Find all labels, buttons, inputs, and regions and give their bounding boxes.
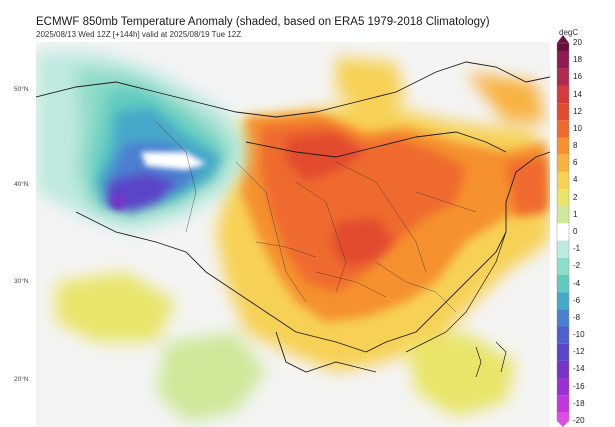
colorbar-swatch <box>557 68 569 86</box>
colorbar-swatch <box>557 103 569 121</box>
colorbar-tick-label: -6 <box>573 295 581 305</box>
hot-anomaly-shading <box>261 122 548 292</box>
colorbar-swatch <box>557 360 569 379</box>
colorbar-tick-label: -16 <box>573 381 585 391</box>
colorbar-tick-label: -14 <box>573 364 585 374</box>
colorbar-tick-label: -8 <box>573 312 581 322</box>
colorbar-tick-label: -12 <box>573 347 585 357</box>
colorbar-tick-label: 4 <box>573 175 578 185</box>
colorbar-tick-label: 10 <box>573 123 582 133</box>
coastline <box>405 231 507 378</box>
colorbar-swatch <box>557 85 569 104</box>
colorbar-swatch <box>557 43 569 52</box>
colorbar-tick-label: 18 <box>573 55 582 65</box>
colorbar-swatch <box>557 240 569 258</box>
latitude-label-40n: 40°N <box>14 181 29 188</box>
country-borders <box>36 61 550 373</box>
colorbar-tick-label: -1 <box>573 244 581 254</box>
colorbar-outline <box>556 42 570 422</box>
latitude-label-20n: 20°N <box>14 376 29 383</box>
colorbar-swatch <box>557 154 569 172</box>
valid-time-subtitle: 2025/08/13 Wed 12Z [+144h] valid at 2025… <box>36 30 242 39</box>
colorbar-tick-label: 14 <box>573 89 582 99</box>
colorbar-unit: degC <box>559 28 579 37</box>
colorbar-tick-label: 2 <box>573 192 578 202</box>
colorbar-swatch <box>557 171 569 190</box>
colorbar-tick-label: -4 <box>573 278 581 288</box>
chart-title: ECMWF 850mb Temperature Anomaly (shaded,… <box>36 16 490 28</box>
colorbar-swatch <box>557 223 569 241</box>
colorbar-tick-label: 20 <box>573 38 582 47</box>
province-boundaries <box>155 121 477 313</box>
colorbar-tick-label: 12 <box>573 106 582 116</box>
colorbar-tick-label: -18 <box>573 398 585 408</box>
colorbar-swatch <box>557 274 569 293</box>
anomaly-map <box>36 42 550 427</box>
colorbar-swatch <box>557 395 569 413</box>
colorbar-swatch <box>557 206 569 224</box>
colorbar-tick-label: 8 <box>573 141 578 151</box>
colorbar-tick-label: -10 <box>573 330 585 340</box>
colorbar-bottom-arrow <box>557 421 569 427</box>
colorbar-tick-label: 16 <box>573 72 582 82</box>
colorbar-swatch <box>557 292 569 310</box>
colorbar-swatch <box>557 137 569 155</box>
colorbar-swatch <box>557 120 569 138</box>
colorbar-tick-label: 6 <box>573 158 578 168</box>
colorbar-swatch <box>557 51 569 69</box>
colorbar-tick-label: 1 <box>573 209 578 219</box>
colorbar-swatch <box>557 412 569 421</box>
colorbar-tick-label: -2 <box>573 261 581 271</box>
colorbar-swatch <box>557 343 569 361</box>
colorbar-tick-label: 0 <box>573 227 578 236</box>
latitude-label-50n: 50°N <box>14 86 29 93</box>
latitude-label-30n: 30°N <box>14 278 29 285</box>
colorbar-tick-label: -20 <box>573 416 585 425</box>
colorbar-swatch <box>557 309 569 327</box>
colorbar-swatch <box>557 378 569 396</box>
colorbar-swatch <box>557 257 569 275</box>
colorbar-swatch <box>557 326 569 344</box>
colorbar-swatch <box>557 189 569 207</box>
